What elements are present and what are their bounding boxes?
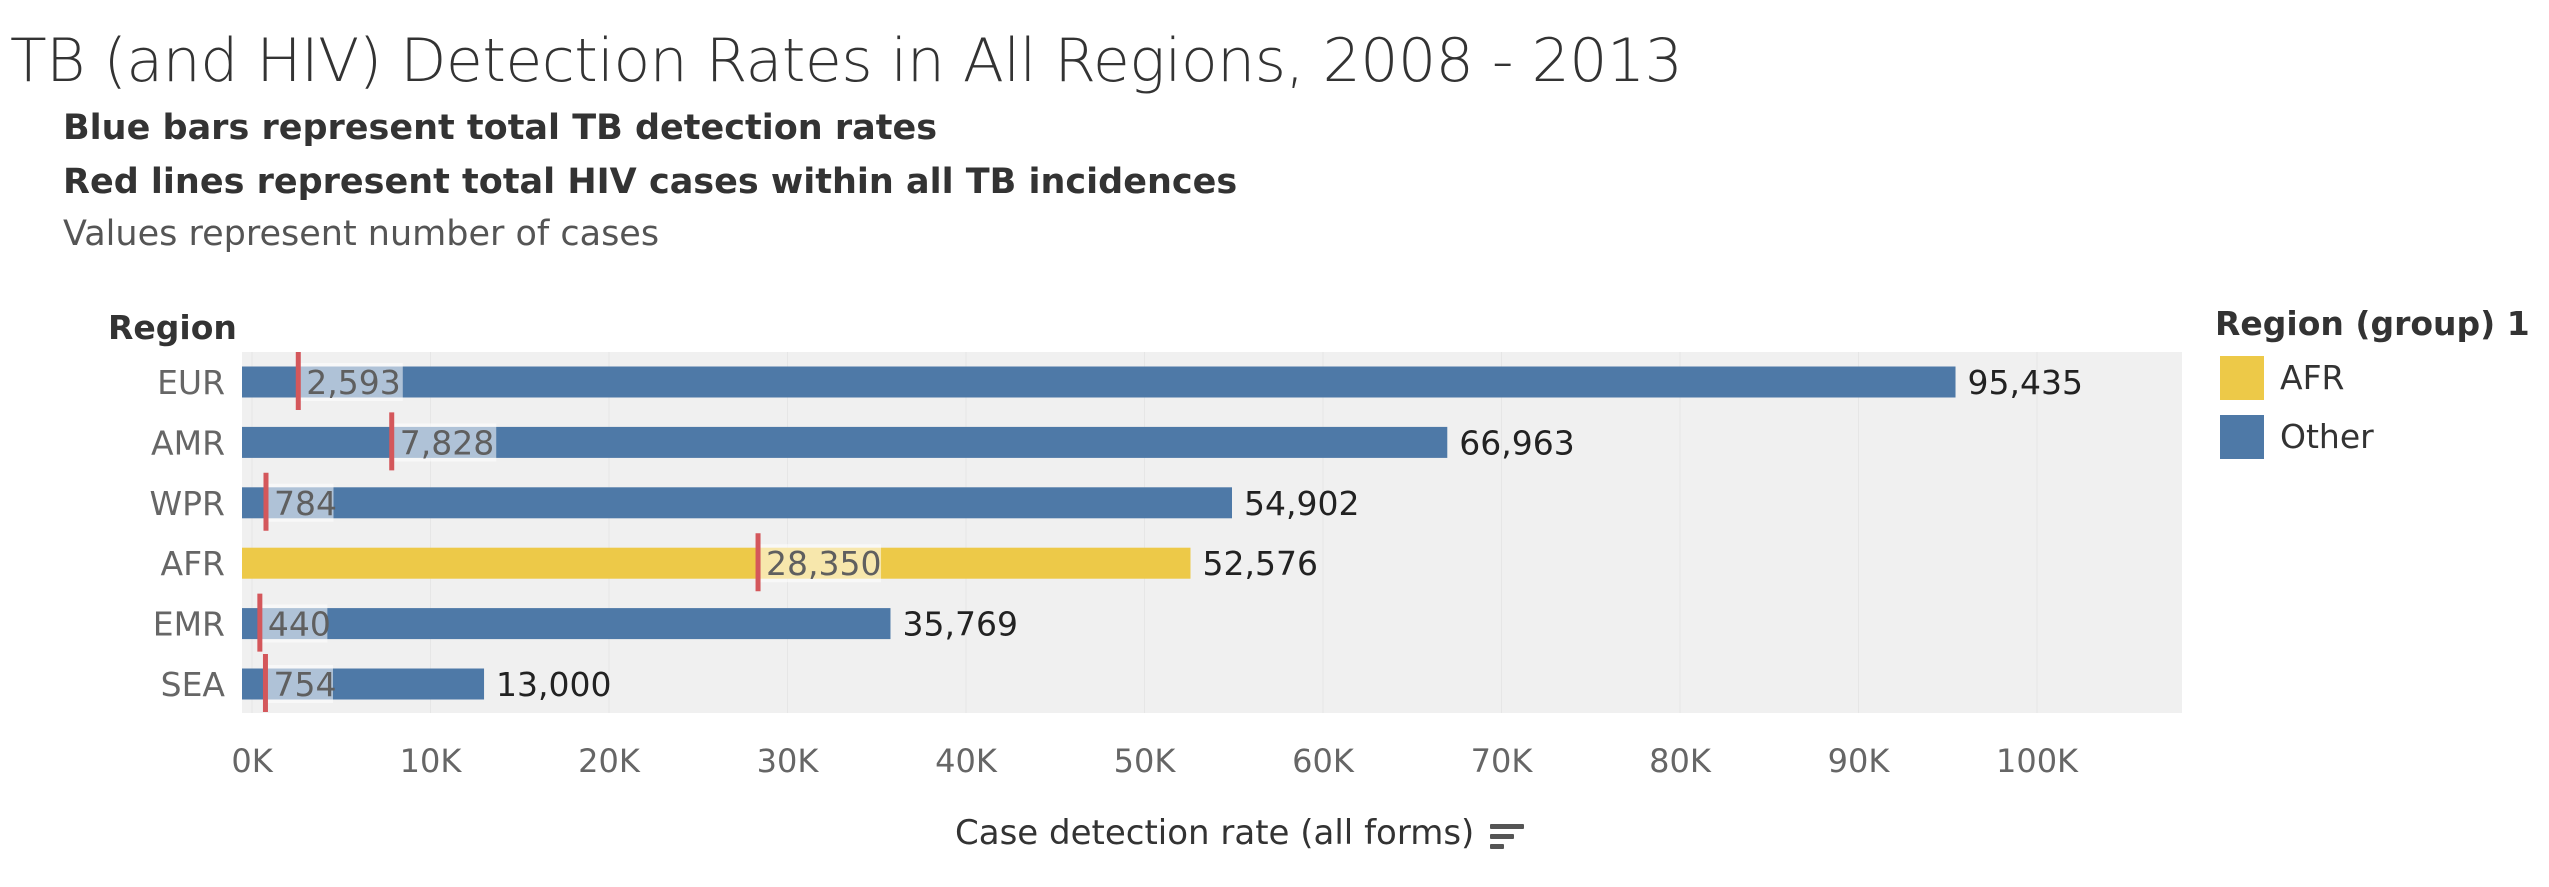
x-tick-label: 0K	[231, 742, 273, 780]
x-tick-label: 50K	[1114, 742, 1177, 780]
legend-label-other: Other	[2280, 417, 2374, 456]
x-tick-label: 30K	[757, 742, 820, 780]
x-axis-ticks: 0K 10K 20K 30K 40K 50K 60K 70K 80K 90K 100K	[231, 742, 2079, 780]
legend-label-afr: AFR	[2280, 358, 2345, 397]
category-label-afr: AFR	[161, 544, 226, 583]
category-label-amr: AMR	[151, 423, 225, 462]
bar-value-label: 35,769	[902, 605, 1017, 644]
bar-emr[interactable]	[242, 608, 891, 640]
hiv-label-halo	[760, 544, 882, 583]
hiv-label-halo	[267, 483, 334, 522]
subtitle-red-lines: Red lines represent total HIV cases with…	[63, 162, 1238, 202]
hiv-value-label: 28,350	[766, 544, 881, 583]
legend-swatch-afr	[2220, 356, 2264, 400]
bar-eur[interactable]	[242, 366, 1956, 398]
category-label-sea: SEA	[161, 665, 226, 704]
subtitle-values-note: Values represent number of cases	[63, 214, 660, 254]
x-tick-label: 80K	[1649, 742, 1712, 780]
bars[interactable]	[242, 366, 1956, 700]
hiv-label-halo	[261, 604, 328, 643]
legend-title: Region (group) 1	[2215, 304, 2530, 343]
hiv-value-label: 784	[274, 484, 337, 523]
bar-value-label: 52,576	[1202, 544, 1317, 583]
bar-afr[interactable]	[242, 547, 1191, 579]
hiv-value-label: 7,828	[400, 423, 494, 462]
x-tick-label: 100K	[1996, 742, 2079, 780]
hiv-label-halo	[267, 665, 333, 703]
sort-icon[interactable]	[1490, 822, 1524, 852]
subtitle-blue-bars: Blue bars represent total TB detection r…	[63, 108, 938, 148]
category-label-eur: EUR	[157, 363, 225, 402]
hiv-value-label: 440	[268, 605, 331, 644]
data-labels: 95,435 66,963 54,902 52,576 35,769 13,000	[496, 363, 2083, 704]
hiv-value-label: 2,593	[306, 363, 400, 402]
x-tick-label: 10K	[400, 742, 463, 780]
hiv-label-halo	[393, 423, 497, 462]
x-tick-label: 60K	[1292, 742, 1355, 780]
chart-title: TB (and HIV) Detection Rates in All Regi…	[10, 26, 1683, 96]
gridlines	[251, 352, 2038, 713]
row-header-region: Region	[108, 308, 237, 347]
x-axis-title: Case detection rate (all forms)	[955, 813, 1475, 853]
legend-swatch-other	[2220, 415, 2264, 459]
x-tick-label: 40K	[935, 742, 998, 780]
x-tick-label: 20K	[578, 742, 641, 780]
x-tick-label: 70K	[1471, 742, 1534, 780]
bar-value-label: 13,000	[496, 665, 611, 704]
hiv-label-halo	[300, 363, 403, 401]
x-tick-label: 90K	[1828, 742, 1891, 780]
category-label-emr: EMR	[153, 605, 225, 644]
category-label-wpr: WPR	[150, 484, 225, 523]
bar-value-label: 54,902	[1244, 484, 1359, 523]
category-labels: EUR AMR WPR AFR EMR SEA	[150, 363, 226, 704]
bar-wpr[interactable]	[242, 487, 1233, 519]
bar-value-label: 66,963	[1459, 423, 1574, 462]
plot-area	[242, 352, 2182, 713]
hiv-value-label: 754	[273, 665, 336, 704]
bar-value-label: 95,435	[1968, 363, 2083, 402]
